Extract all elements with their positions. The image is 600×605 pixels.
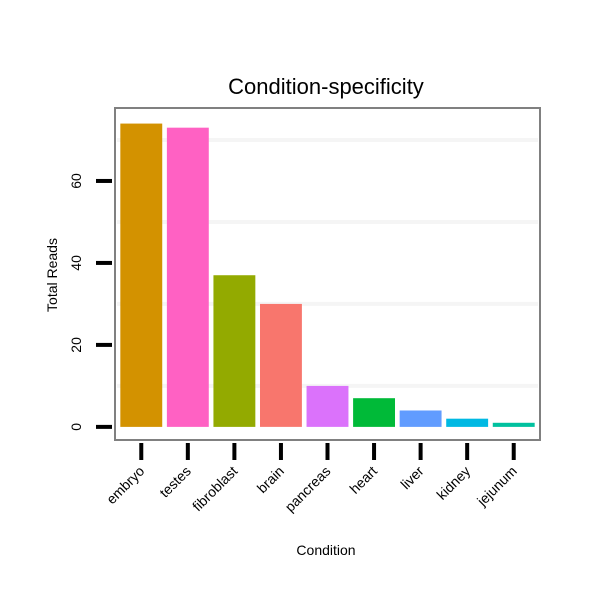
y-tick-label: 40 bbox=[68, 255, 84, 271]
y-axis-label: Total Reads bbox=[44, 238, 60, 312]
x-tick-label: jejunum bbox=[473, 463, 520, 510]
bar-fibroblast bbox=[213, 275, 256, 427]
x-axis-label: Condition bbox=[296, 542, 355, 558]
y-tick-label: 60 bbox=[68, 173, 84, 189]
chart-title: Condition-specificity bbox=[228, 74, 424, 99]
x-tick-label: testes bbox=[156, 463, 194, 501]
x-tick-label: pancreas bbox=[282, 463, 334, 515]
x-tick-label: kidney bbox=[433, 463, 473, 503]
y-tick-label: 20 bbox=[68, 337, 84, 353]
x-tick-label: brain bbox=[254, 463, 287, 496]
bar-embryo bbox=[120, 123, 163, 427]
y-tick-label: 0 bbox=[68, 423, 84, 431]
bar-liver bbox=[399, 410, 442, 427]
bar-jejunum bbox=[492, 422, 535, 427]
x-tick-label: fibroblast bbox=[189, 463, 241, 515]
x-tick-label: heart bbox=[346, 463, 380, 497]
x-tick-label: liver bbox=[397, 463, 427, 493]
bar-brain bbox=[259, 303, 302, 427]
bar-heart bbox=[353, 398, 396, 427]
bar-pancreas bbox=[306, 385, 349, 427]
bar-kidney bbox=[446, 418, 489, 427]
x-tick-label: embryo bbox=[103, 463, 147, 507]
bar-testes bbox=[166, 127, 209, 427]
panel-border bbox=[114, 107, 541, 441]
